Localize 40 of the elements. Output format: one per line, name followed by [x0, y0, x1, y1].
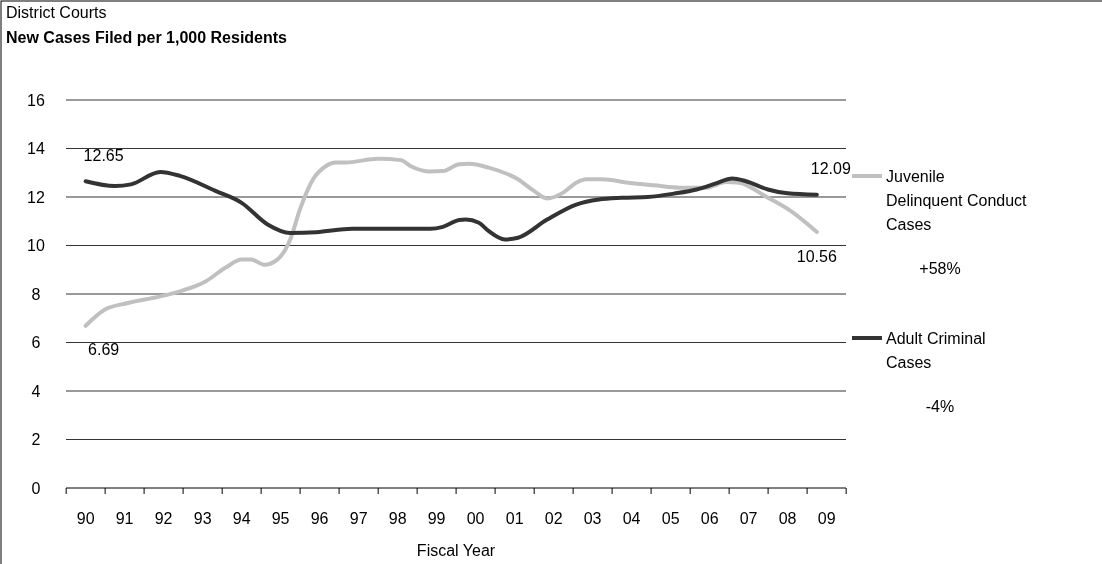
x-tick-label: 00	[466, 509, 485, 527]
x-tick-label: 08	[778, 509, 797, 527]
x-tick-label: 99	[427, 509, 446, 527]
x-axis-title: Fiscal Year	[416, 541, 496, 559]
y-tick-label: 12	[27, 188, 45, 206]
chart-subtitle: New Cases Filed per 1,000 Residents	[6, 29, 288, 46]
x-tick-label: 05	[661, 509, 680, 527]
x-tick-label: 90	[76, 509, 95, 527]
text: +58%	[919, 259, 961, 277]
chart-title: District Courts	[6, 4, 107, 21]
annotation: 12.65	[83, 146, 124, 164]
x-tick-label: 93	[193, 509, 212, 527]
y-tick-label: 16	[27, 91, 45, 109]
y-tick-label: 6	[31, 334, 41, 352]
y-tick-label: 10	[27, 237, 45, 255]
annotation: 6.69	[88, 341, 120, 359]
x-tick-label: 98	[388, 509, 407, 527]
annotation: 12.09	[810, 160, 851, 178]
x-tick-label: 94	[232, 509, 251, 527]
y-tick-label: 14	[27, 140, 45, 158]
legend-label: Juvenile Delinquent Conduct Cases	[886, 167, 1028, 233]
annotation: 10.56	[796, 247, 837, 265]
x-tick-label: 95	[271, 509, 290, 527]
y-tick-label: 8	[31, 285, 41, 303]
x-tick-label: 96	[310, 509, 329, 527]
x-tick-label: 06	[700, 509, 719, 527]
y-tick-label: 2	[31, 431, 41, 449]
x-tick-label: 97	[349, 509, 368, 527]
x-tick-label: 01	[505, 509, 524, 527]
text: -4%	[925, 397, 955, 415]
legend-label: Adult Criminal Cases	[886, 329, 986, 371]
y-tick-label: 4	[31, 382, 41, 400]
x-tick-label: 02	[544, 509, 563, 527]
x-tick-label: 07	[739, 509, 758, 527]
y-tick-label: 0	[31, 479, 41, 497]
x-tick-label: 09	[817, 509, 836, 527]
x-tick-label: 92	[154, 509, 173, 527]
x-tick-label: 91	[115, 509, 134, 527]
x-tick-label: 04	[622, 509, 641, 527]
x-tick-label: 03	[583, 509, 602, 527]
